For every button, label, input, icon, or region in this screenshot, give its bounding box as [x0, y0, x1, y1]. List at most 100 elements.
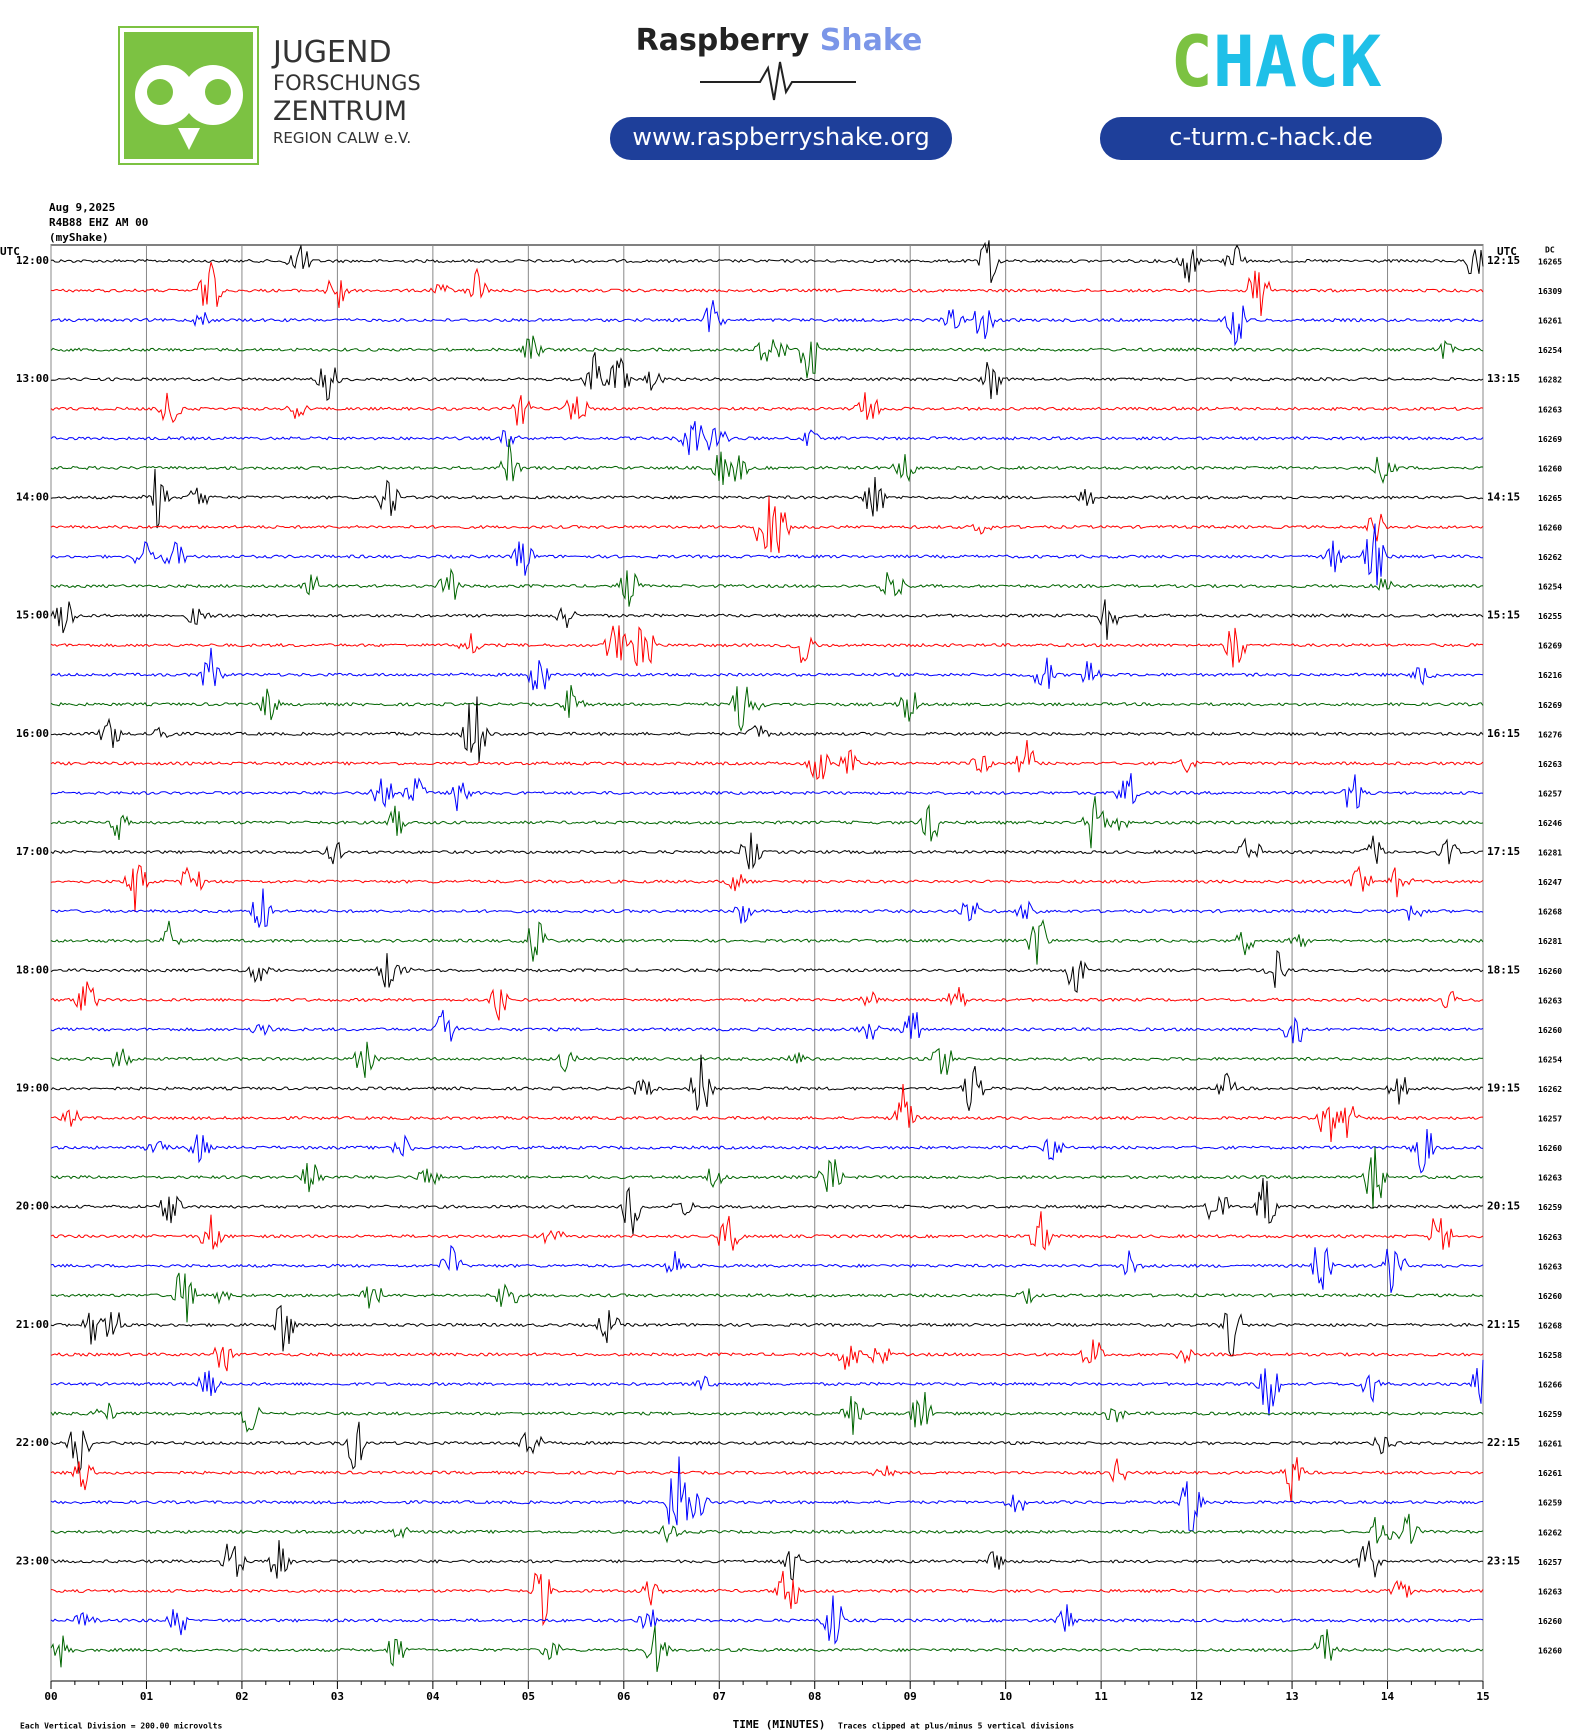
- trace: [50, 864, 1484, 913]
- dc-value: 16268: [1538, 1321, 1562, 1330]
- row-label-left: 23:00: [16, 1554, 49, 1567]
- trace: [50, 950, 1484, 994]
- url-pill: [1100, 117, 1442, 160]
- row-label-left: 18:00: [16, 963, 49, 976]
- trace: [50, 438, 1484, 486]
- dc-value: 16257: [1538, 789, 1562, 798]
- trace: [50, 981, 1484, 1021]
- x-tick-label: 03: [331, 1690, 344, 1703]
- x-tick-label: 13: [1285, 1690, 1298, 1703]
- trace: [50, 796, 1484, 849]
- row-label-left: 20:00: [16, 1200, 49, 1213]
- chack-b: HACK: [1213, 21, 1382, 103]
- row-label-left: 14:00: [16, 490, 49, 503]
- trace: [50, 335, 1484, 379]
- dc-value: 16260: [1538, 1292, 1562, 1301]
- trace: [50, 1359, 1484, 1416]
- row-label-left: 15:00: [16, 609, 49, 622]
- trace: [50, 599, 1484, 640]
- trace: [50, 1456, 1484, 1532]
- dc-value: 16269: [1538, 701, 1562, 710]
- utc-label: UTC: [0, 245, 20, 258]
- dc-value: 16247: [1538, 878, 1562, 887]
- trace: [50, 1009, 1484, 1044]
- dc-value: 16254: [1538, 1055, 1562, 1064]
- row-label-left: 19:00: [16, 1081, 49, 1094]
- trace: [50, 392, 1484, 426]
- dc-value: 16258: [1538, 1351, 1562, 1360]
- trace: [50, 1211, 1484, 1251]
- trace: [50, 240, 1484, 284]
- x-tick-label: 14: [1381, 1690, 1395, 1703]
- trace: [50, 1391, 1484, 1435]
- org-line: JUGEND: [271, 35, 392, 70]
- dc-value: 16269: [1538, 642, 1562, 651]
- dc-value: 16259: [1538, 1203, 1562, 1212]
- trace: [50, 773, 1484, 812]
- dc-value: 16262: [1538, 553, 1562, 562]
- dc-value: 16259: [1538, 1499, 1562, 1508]
- dc-value: 16281: [1538, 937, 1562, 946]
- trace: [50, 1146, 1484, 1210]
- trace: [50, 696, 1484, 763]
- dc-value: 16263: [1538, 760, 1562, 769]
- dc-value: 16265: [1538, 494, 1562, 503]
- dc-value: 16261: [1538, 1440, 1562, 1449]
- x-tick-label: 05: [522, 1690, 535, 1703]
- info: (myShake): [49, 231, 109, 244]
- trace: [50, 1570, 1484, 1627]
- brand-wave: [700, 61, 856, 101]
- plot-frame: [50, 244, 1484, 1682]
- dc-value: 16263: [1538, 1174, 1562, 1183]
- footer: Each Vertical Division = 200.00 microvol…: [20, 1721, 222, 1731]
- trace: [50, 352, 1484, 402]
- x-tick-label: 10: [999, 1690, 1012, 1703]
- x-tick-label: 00: [44, 1690, 57, 1703]
- trace: [50, 1540, 1484, 1582]
- x-tick-label: 06: [617, 1690, 631, 1703]
- dc-value: 16260: [1538, 1026, 1562, 1035]
- dc-value: 16260: [1538, 1617, 1562, 1626]
- row-label-right: 12:15: [1487, 254, 1520, 267]
- trace: [50, 888, 1484, 928]
- row-label-right: 17:15: [1487, 845, 1520, 858]
- url[interactable]: www.raspberryshake.org: [632, 123, 929, 151]
- dc-value: 16263: [1538, 996, 1562, 1005]
- dc-value: 16263: [1538, 1587, 1562, 1596]
- trace: [50, 1177, 1484, 1235]
- org-line: ZENTRUM: [273, 96, 407, 127]
- trace: [50, 1513, 1484, 1544]
- trace: [50, 300, 1484, 347]
- trace: [50, 420, 1484, 456]
- dc-value: 16254: [1538, 346, 1562, 355]
- dc-value: 16281: [1538, 849, 1562, 858]
- trace: [50, 1041, 1484, 1078]
- dc-value: 16266: [1538, 1381, 1562, 1390]
- chack: CHACK: [1171, 21, 1382, 103]
- trace: [50, 1457, 1484, 1502]
- trace: [50, 1304, 1484, 1357]
- dc-value: 16260: [1538, 1144, 1562, 1153]
- x-tick-label: 09: [904, 1690, 917, 1703]
- row-label-right: 19:15: [1487, 1081, 1520, 1094]
- trace: [50, 496, 1484, 554]
- x-tick-label: 01: [140, 1690, 154, 1703]
- trace: [50, 1054, 1484, 1111]
- brand-b: Shake: [820, 23, 923, 58]
- dc-value: 16269: [1538, 435, 1562, 444]
- url[interactable]: c-turm.c-hack.de: [1169, 123, 1372, 151]
- dc-value: 16257: [1538, 1558, 1562, 1567]
- dc-value: 16260: [1538, 1647, 1562, 1656]
- dc-value: 16257: [1538, 1115, 1562, 1124]
- trace: [50, 1083, 1483, 1143]
- row-label-right: 16:15: [1487, 727, 1520, 740]
- dc-value: 16255: [1538, 612, 1562, 621]
- trace: [50, 685, 1484, 733]
- url-pill: [610, 117, 952, 160]
- trace: [50, 647, 1484, 691]
- dc-value: 16263: [1538, 1262, 1562, 1271]
- x-label: TIME (MINUTES): [733, 1718, 826, 1731]
- dc-value: 16254: [1538, 583, 1562, 592]
- x-tick-label: 15: [1476, 1690, 1489, 1703]
